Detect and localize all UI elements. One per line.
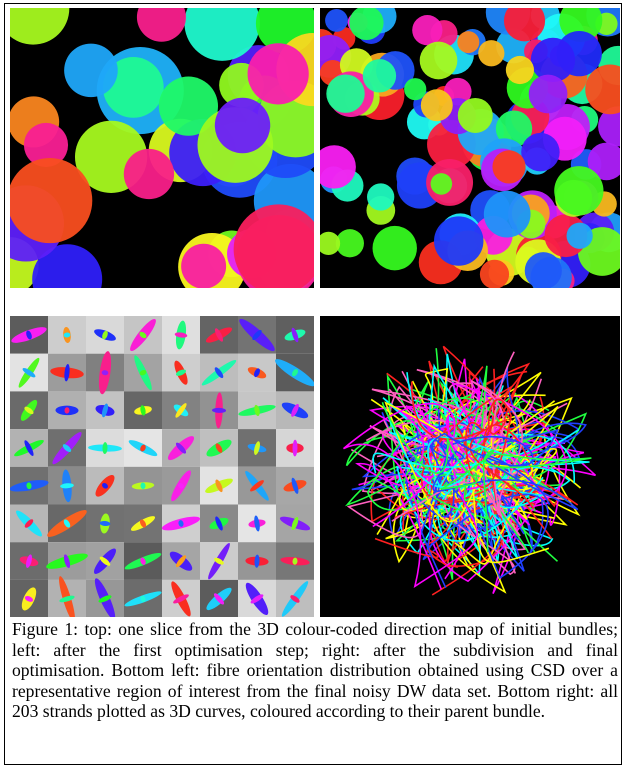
direction-blob: [484, 191, 531, 238]
fod-glyphs: [10, 316, 314, 617]
direction-blob: [325, 9, 348, 32]
direction-blob: [521, 133, 559, 171]
direction-blob: [64, 44, 118, 98]
direction-blob: [326, 74, 364, 112]
direction-blob: [525, 252, 562, 288]
figure-caption: Figure 1: top: one slice from the 3D col…: [12, 619, 618, 722]
page: Figure 1: top: one slice from the 3D col…: [0, 0, 628, 771]
direction-blob: [567, 223, 593, 249]
direction-blob: [431, 173, 453, 195]
direction-blob: [421, 89, 453, 121]
direction-map-final: [320, 8, 620, 288]
direction-blob: [124, 149, 174, 199]
direction-blob: [434, 216, 483, 265]
direction-blob: [458, 98, 493, 133]
direction-blob: [492, 150, 525, 183]
direction-blob: [420, 42, 458, 80]
direction-blob: [363, 59, 396, 92]
direction-blob: [248, 43, 309, 104]
direction-blob: [10, 158, 92, 243]
direction-blob: [367, 183, 394, 210]
direction-blob: [554, 166, 603, 215]
direction-blob: [457, 31, 479, 53]
direction-blob: [478, 40, 504, 66]
direction-blob: [529, 75, 568, 114]
direction-blob: [412, 15, 442, 45]
direction-blob: [404, 78, 426, 100]
direction-blob: [373, 226, 417, 270]
direction-blob: [506, 56, 534, 84]
direction-blob: [181, 244, 226, 288]
strand-curves: [320, 316, 620, 617]
direction-blob: [480, 260, 509, 288]
direction-map-initial: [10, 8, 314, 288]
direction-blob: [215, 98, 270, 153]
